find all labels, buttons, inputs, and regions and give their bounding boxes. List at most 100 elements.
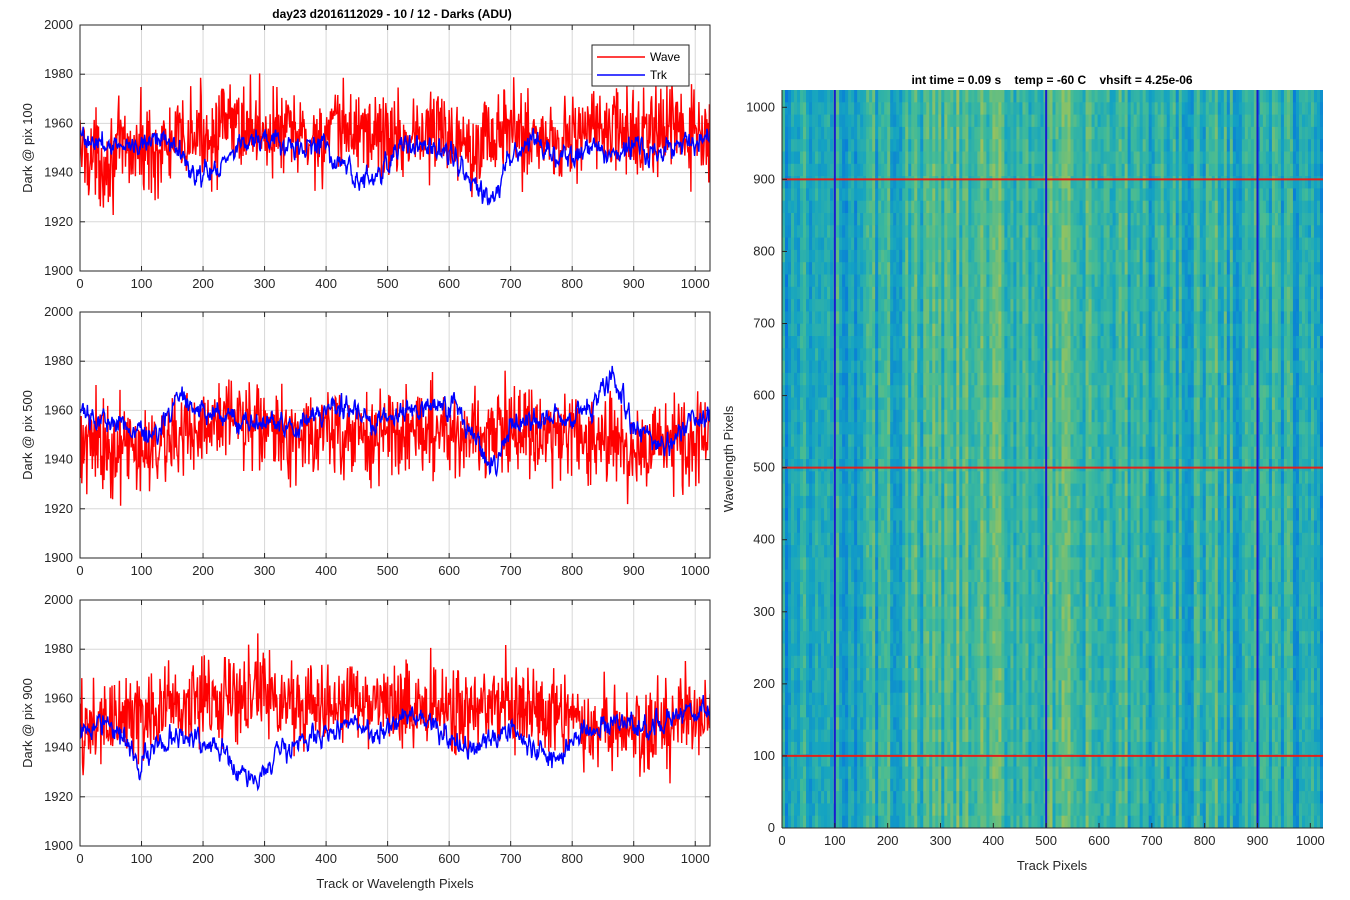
heatmap-cell [911, 680, 915, 694]
heatmap-cell [857, 741, 861, 755]
heatmap-cell [980, 139, 984, 153]
heatmap-cell [803, 348, 807, 362]
heatmap-cell [923, 569, 927, 583]
heatmap-cell [905, 495, 909, 509]
heatmap-cell [842, 655, 846, 669]
heatmap-cell [896, 336, 900, 349]
heatmap-cell [953, 446, 957, 460]
heatmap-cell [974, 372, 978, 386]
heatmap-cell [851, 594, 855, 608]
heatmap-cell [968, 397, 972, 411]
heatmap-cell [956, 606, 960, 620]
heatmap-cell [809, 508, 813, 522]
heatmap-cell [959, 163, 963, 177]
heatmap-cell [932, 778, 936, 792]
heatmap-cell [824, 90, 828, 103]
heatmap-cell [962, 286, 966, 300]
heatmap-cell [1016, 520, 1021, 534]
heatmap-cell [893, 717, 897, 731]
heatmap-cell [800, 188, 804, 202]
heatmap-cell [872, 631, 876, 645]
heatmap-cell [818, 692, 822, 706]
heatmap-cell [902, 594, 906, 608]
heatmap-cell [839, 778, 843, 792]
heatmap-cell [872, 249, 876, 263]
heatmap-cell [944, 618, 948, 632]
heatmap-cell [851, 102, 855, 116]
heatmap-cell [980, 163, 984, 177]
heatmap-cell [998, 508, 1003, 522]
heatmap-cell [950, 471, 954, 485]
heatmap-cell [932, 631, 936, 645]
heatmap-cell [827, 495, 831, 509]
heatmap-cell [929, 163, 933, 177]
heatmap-cell [851, 754, 855, 768]
heatmap-cell [917, 188, 921, 202]
heatmap-cell [785, 102, 789, 116]
heatmap-cell [869, 176, 873, 189]
heatmap-cell [803, 336, 807, 349]
heatmap-cell [977, 791, 981, 804]
heatmap-cell [803, 311, 807, 325]
heatmap-cell [935, 766, 939, 780]
heatmap-cell [983, 717, 987, 731]
heatmap-cell [818, 532, 822, 546]
heatmap-cell [1007, 188, 1012, 202]
heatmap-cell [938, 434, 942, 448]
heatmap-cell [992, 237, 996, 251]
heatmap-cell [839, 692, 843, 706]
heatmap-cell [989, 397, 993, 411]
heatmap-cell [803, 102, 807, 116]
heatmap-cell [806, 508, 810, 522]
heatmap-cell [932, 803, 936, 817]
heatmap-cell [965, 188, 969, 202]
heatmap-cell [938, 286, 942, 300]
heatmap-cell [923, 495, 927, 509]
heatmap-cell [821, 520, 825, 534]
heatmap-cell [935, 594, 939, 608]
heatmap-cell [794, 126, 798, 140]
heatmap-cell [845, 176, 849, 189]
heatmap-cell [842, 729, 846, 743]
heatmap-cell [959, 274, 963, 288]
heatmap-cell [806, 717, 810, 731]
heatmap-cell [947, 237, 951, 251]
heatmap-cell [848, 446, 852, 460]
heatmap-cell [785, 791, 789, 804]
heatmap-cell [1010, 582, 1015, 595]
heatmap-cell [920, 188, 924, 202]
heatmap-cell [917, 213, 921, 226]
heatmap-cell [896, 163, 900, 177]
heatmap-cell [929, 385, 933, 399]
heatmap-cell [800, 286, 804, 300]
heatmap-cell [950, 188, 954, 202]
heatmap-cell [881, 360, 885, 374]
heatmap-cell [905, 741, 909, 755]
heatmap-cell [935, 213, 939, 226]
heatmap-cell [1007, 729, 1012, 743]
heatmap-cell [902, 459, 906, 472]
heatmap-cell [935, 249, 939, 263]
heatmap-cell [941, 606, 945, 620]
heatmap-cell [809, 643, 813, 657]
heatmap-cell [857, 213, 861, 226]
heatmap-cell [938, 139, 942, 153]
heatmap-cell [803, 766, 807, 780]
heatmap-cell [800, 126, 804, 140]
heatmap-cell [887, 594, 891, 608]
heatmap-cell [791, 225, 795, 239]
heatmap-cell [791, 422, 795, 435]
heatmap-cell [896, 741, 900, 755]
heatmap-cell [974, 692, 978, 706]
heatmap-cell [965, 90, 969, 103]
x-tick-label: 400 [315, 851, 337, 866]
heatmap-cell [908, 274, 912, 288]
heatmap-cell [905, 705, 909, 718]
heatmap-cell [884, 668, 888, 681]
heatmap-cell [947, 705, 951, 718]
heatmap-cell [848, 237, 852, 251]
heatmap-cell [917, 692, 921, 706]
heatmap-cell [860, 520, 864, 534]
heatmap-cell [971, 225, 975, 239]
heatmap-cell [788, 213, 792, 226]
